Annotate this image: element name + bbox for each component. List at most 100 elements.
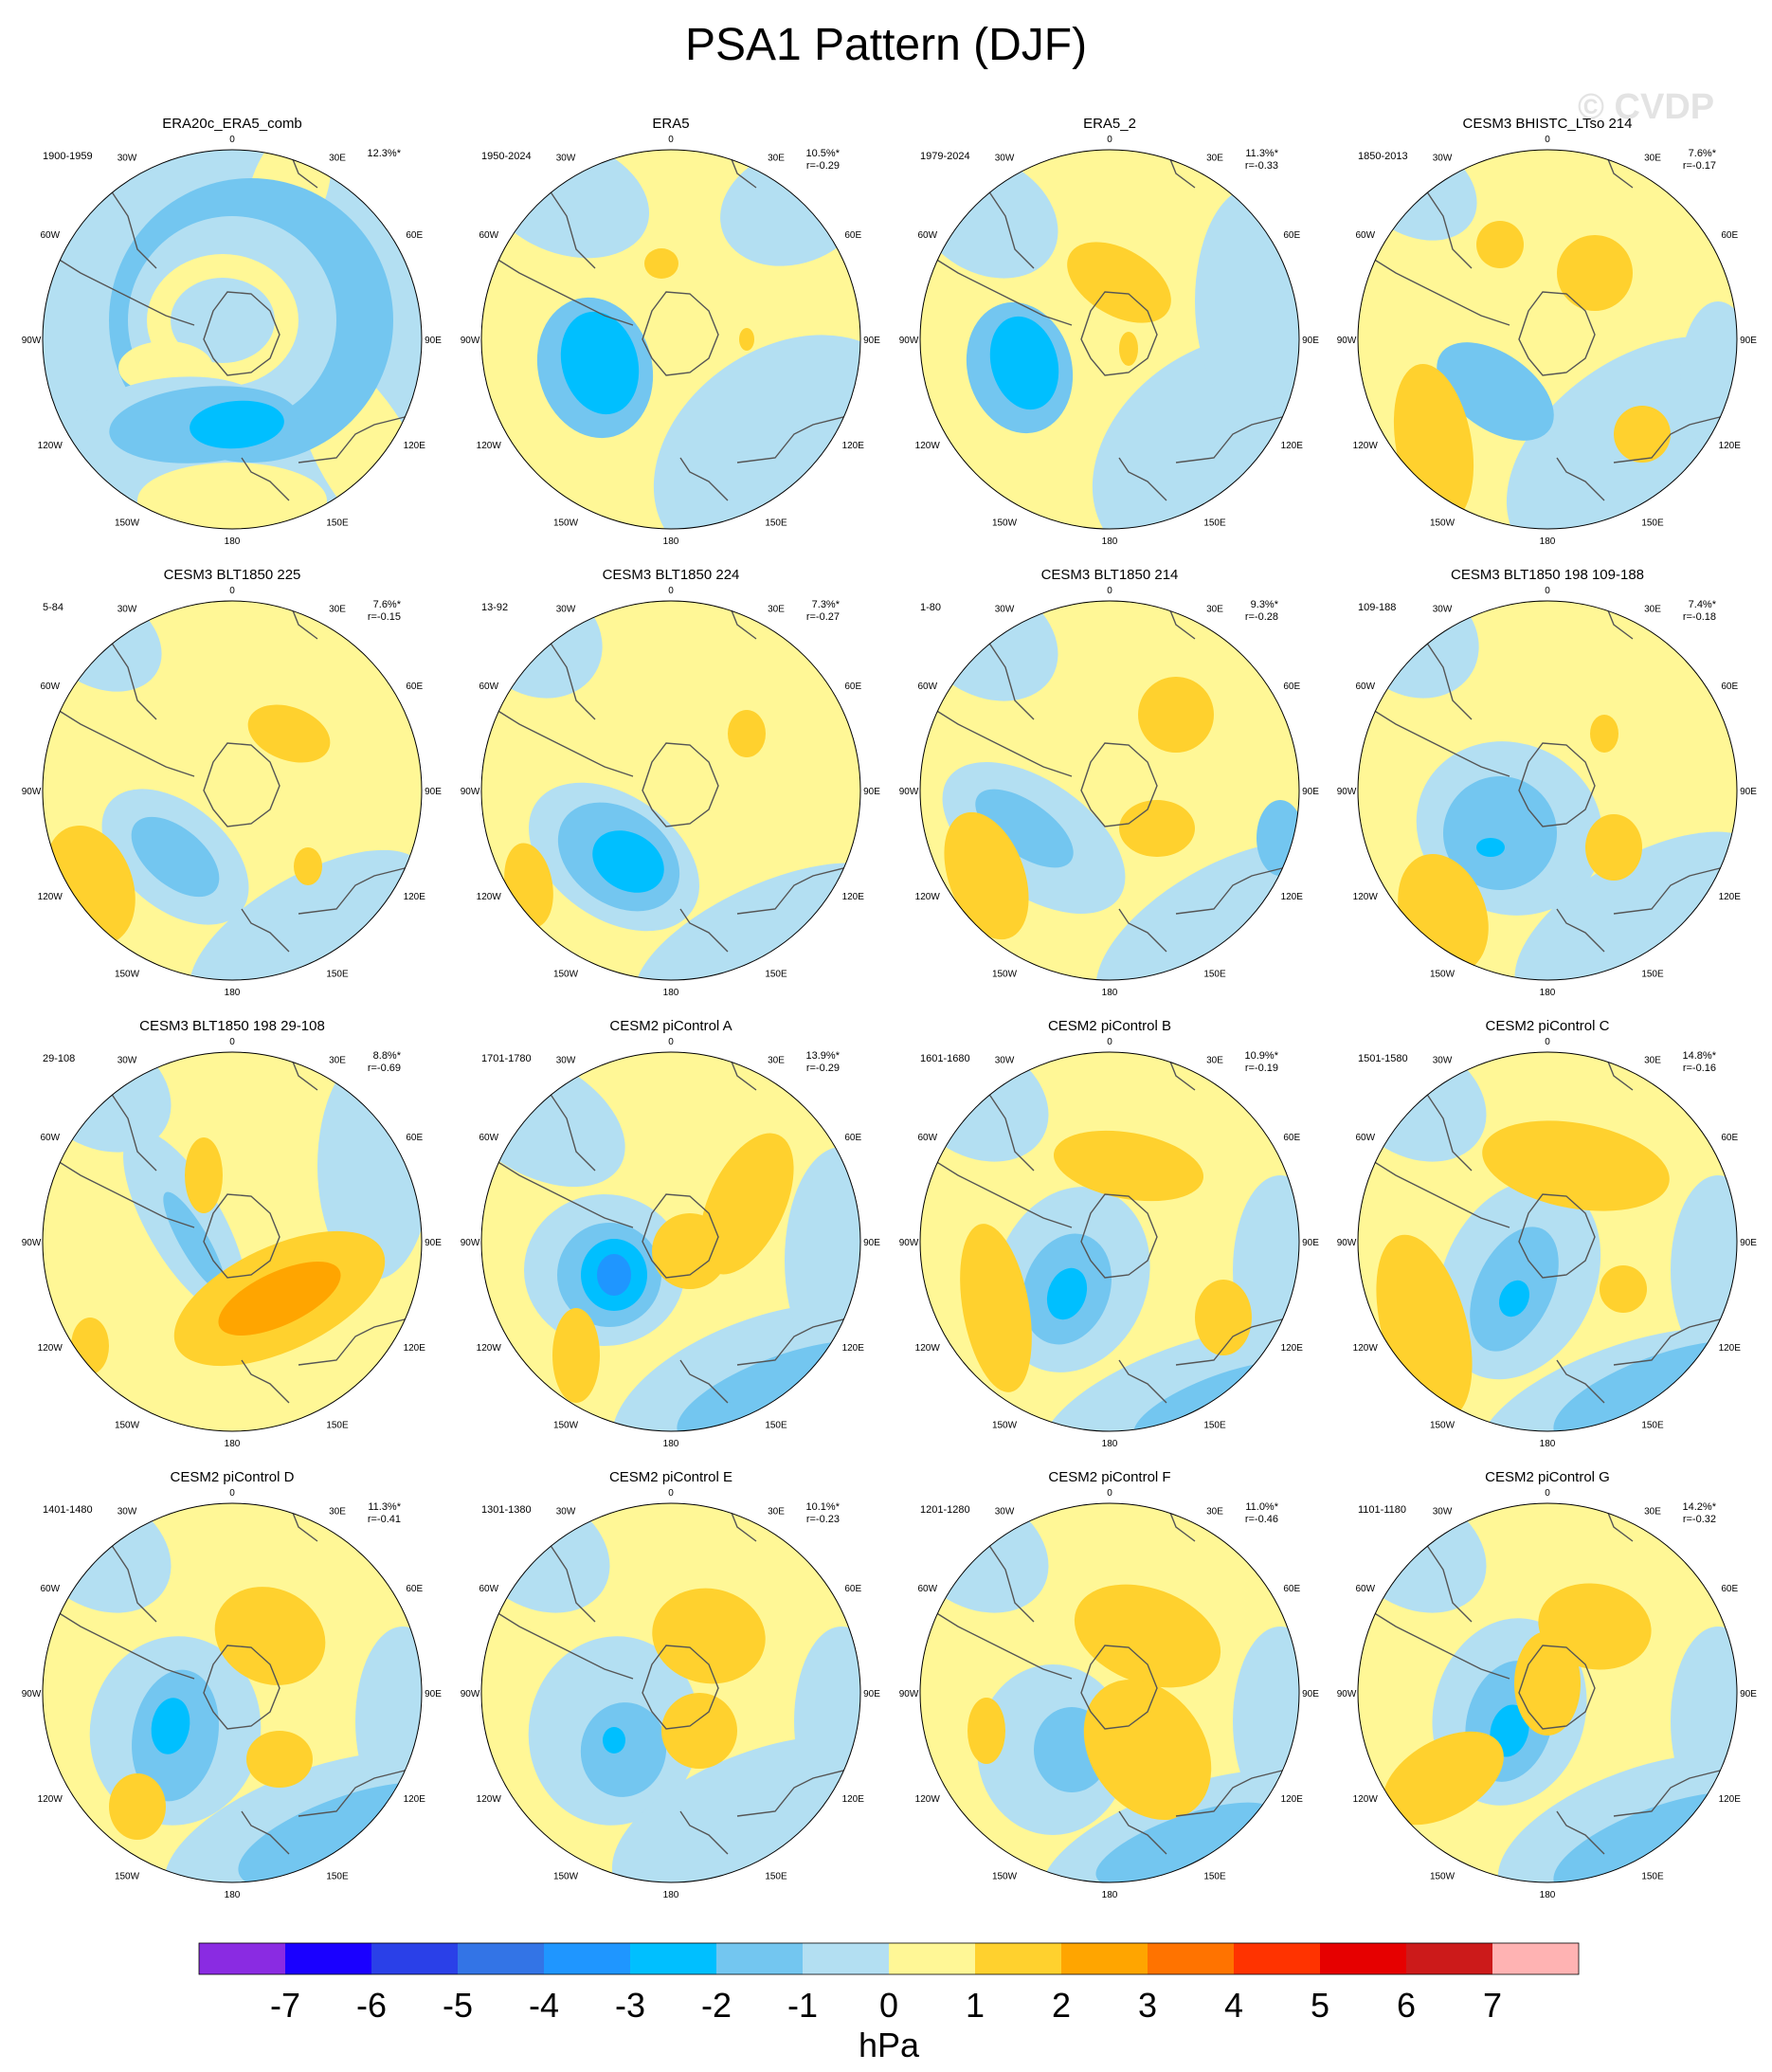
panel-period: 1101-1180 (1358, 1504, 1406, 1516)
cvdp-watermark: © CVDP (1578, 87, 1715, 127)
coastline (241, 1359, 290, 1404)
longitude-label: 90W (899, 1689, 919, 1699)
colorbar-unit: hPa (859, 2026, 920, 2064)
longitude-label: 120E (1719, 1343, 1742, 1354)
longitude-label: 60W (40, 1133, 60, 1143)
longitude-label: 150W (115, 518, 140, 528)
panel-title: CESM3 BLT1850 198 109-188 (1451, 567, 1644, 583)
longitude-label: 90W (22, 1238, 42, 1248)
colorbar-tick-label: -6 (356, 1986, 387, 2025)
map-boundary (480, 1502, 861, 1883)
longitude-label: 150W (1430, 518, 1456, 528)
colorbar-tick-label: -5 (443, 1986, 473, 2025)
contour-region (1119, 332, 1138, 366)
longitude-label: 30W (556, 605, 576, 615)
longitude-label: 60E (844, 682, 861, 692)
coastline (203, 1645, 280, 1730)
coastline (736, 414, 852, 463)
contour-region (1067, 242, 1171, 323)
map-boundary (42, 1051, 423, 1432)
longitude-label: 150E (1203, 969, 1226, 979)
longitude-label: 60W (40, 682, 60, 692)
longitude-label: 30W (118, 1056, 137, 1066)
longitude-label: 30E (1206, 1507, 1223, 1518)
longitude-label: 90W (899, 787, 919, 797)
panel-variance: 7.6%* (373, 599, 402, 610)
contour-region (1614, 406, 1671, 463)
contour-region (137, 463, 327, 529)
colorbar-frame (198, 1942, 1580, 1975)
longitude-label: 90E (863, 1689, 880, 1699)
longitude-label: 180 (1102, 1439, 1118, 1449)
contour-region (1476, 838, 1505, 857)
map-panel: CESM2 piControl C 1501-1580 14.8%*r=-0.16 0… (1337, 1018, 1758, 1449)
contour-region (1119, 800, 1195, 857)
longitude-label: 30E (329, 154, 346, 164)
panel-correlation: r=-0.16 (1683, 1063, 1716, 1074)
colorbar-tick-label: 0 (879, 1986, 898, 2025)
coastline (1118, 1810, 1167, 1855)
map-boundary (919, 1051, 1300, 1432)
longitude-label: 120E (404, 441, 426, 451)
panel-title: CESM3 BLT1850 198 29-108 (139, 1018, 325, 1034)
longitude-label: 30W (995, 154, 1015, 164)
longitude-label: 90W (461, 336, 480, 346)
colorbar-tick-label: -4 (529, 1986, 559, 2025)
colorbar-swatch (1406, 1943, 1492, 1974)
coastline (298, 865, 413, 915)
longitude-label: 30E (1644, 1056, 1661, 1066)
longitude-label: 60E (1721, 682, 1738, 692)
longitude-label: 60W (917, 1133, 937, 1143)
panel-variance: 11.3%* (368, 1501, 401, 1513)
panel-variance: 10.5%* (806, 148, 841, 159)
panel-title: CESM3 BLT1850 224 (603, 567, 740, 583)
longitude-label: 180 (225, 536, 241, 547)
longitude-label: 150W (553, 1871, 579, 1881)
longitude-label: 150E (326, 1871, 349, 1881)
colorbar-tick-label: -1 (787, 1986, 818, 2025)
colorbar-tick-label: 4 (1224, 1986, 1243, 2025)
longitude-label: 30W (1433, 1056, 1453, 1066)
contour-region (560, 311, 640, 415)
coastline (241, 908, 290, 953)
contour-region (1095, 1802, 1275, 1882)
coastline (1080, 1193, 1158, 1279)
contour-region (190, 400, 284, 449)
longitude-label: 120W (1353, 892, 1379, 902)
longitude-label: 0 (1107, 135, 1112, 145)
longitude-label: 60E (844, 1133, 861, 1143)
panel-period: 5-84 (43, 602, 63, 613)
contour-region (247, 704, 331, 763)
coastline (736, 1768, 852, 1817)
coastline (1518, 742, 1596, 827)
longitude-label: 150E (765, 1420, 787, 1430)
colorbar-tick-label: 6 (1397, 1986, 1416, 2025)
colorbar-swatch (458, 1943, 544, 1974)
coastline (1358, 700, 1510, 777)
colorbar-swatch (1148, 1943, 1234, 1974)
coastline (642, 291, 719, 376)
longitude-label: 90E (1302, 1689, 1319, 1699)
longitude-label: 120E (1281, 1794, 1304, 1805)
coastline (43, 700, 195, 777)
longitude-label: 150E (1203, 1871, 1226, 1881)
coastline (1613, 1768, 1728, 1817)
longitude-label: 120E (1281, 1343, 1304, 1354)
panel-title: CESM2 piControl C (1486, 1018, 1610, 1034)
contour-region (644, 248, 678, 279)
contour-region (1437, 342, 1554, 441)
longitude-label: 150W (553, 969, 579, 979)
panel-title: CESM2 piControl A (609, 1018, 732, 1034)
contour-region (652, 1213, 728, 1289)
contour-region (1557, 235, 1633, 311)
coastline (1175, 1768, 1291, 1817)
longitude-label: 120W (477, 1343, 502, 1354)
coastline (1118, 1359, 1167, 1404)
contour-field (43, 1503, 422, 1882)
panel-variance: 11.3%* (1245, 148, 1278, 159)
longitude-label: 150W (115, 1871, 140, 1881)
coastline (203, 291, 280, 376)
longitude-label: 150E (765, 518, 787, 528)
contour-field (1358, 1052, 1737, 1431)
coastline (298, 414, 413, 463)
